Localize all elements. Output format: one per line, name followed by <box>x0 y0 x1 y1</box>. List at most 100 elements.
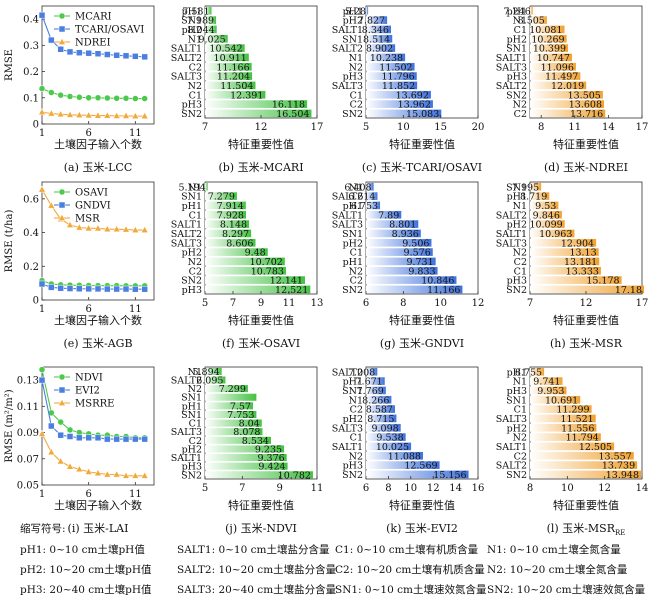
category-label: SN2 <box>181 276 202 287</box>
value-label: 13.181 <box>564 257 597 268</box>
series-line <box>41 433 145 477</box>
abbr-item: SALT2: 10~20 cm土壤盐分含量 <box>177 564 337 576</box>
category-label: SN2 <box>506 470 527 481</box>
data-point <box>38 108 46 116</box>
value-label: 11.299 <box>556 405 589 416</box>
panel-caption: (a) 玉米-LCC <box>64 161 133 174</box>
value-label: 13.505 <box>568 90 601 101</box>
bar <box>366 414 397 423</box>
bar <box>530 461 638 469</box>
legend-label: EVI2 <box>75 386 100 397</box>
bar <box>366 192 378 200</box>
category-label: SALT1 <box>496 442 527 453</box>
bar <box>530 238 597 247</box>
bar <box>366 201 381 210</box>
value-label: 10.911 <box>214 53 247 64</box>
value-label: 17.18 <box>615 285 642 296</box>
category-label: SN2 <box>342 470 363 481</box>
bar <box>530 25 565 34</box>
data-point <box>112 225 121 233</box>
legend-label: MSRRE <box>75 399 114 410</box>
value-label: 8.04 <box>239 419 260 430</box>
bar <box>205 81 256 90</box>
y-tick-label: 0.2 <box>23 67 39 78</box>
data-point <box>84 224 93 232</box>
value-label: 9.098 <box>371 423 398 434</box>
value-label: 10.747 <box>537 53 570 64</box>
bar <box>530 367 545 376</box>
value-label: 11.096 <box>541 62 574 73</box>
bar <box>205 34 228 43</box>
x-tick-label: 1 <box>39 489 45 500</box>
y-tick-label: 0.09 <box>17 428 39 439</box>
bar <box>366 182 374 191</box>
plot-frame <box>529 5 643 119</box>
bar <box>205 257 285 266</box>
value-label: 15.083 <box>406 109 439 120</box>
x-tick-label: 8 <box>538 122 544 133</box>
data-point <box>131 112 140 119</box>
legend-label: GNDVI <box>75 201 111 212</box>
value-label: 7.827 <box>358 16 385 27</box>
data-point <box>58 25 66 33</box>
abbr-item: SN2: 10~20 cm土壤速效氮含量 <box>487 584 646 596</box>
bar <box>205 90 266 99</box>
value-label: 7.008 <box>348 367 375 378</box>
data-point <box>132 53 139 60</box>
value-label: 10.846 <box>421 276 454 287</box>
data-point <box>57 431 64 439</box>
data-point <box>38 85 46 92</box>
bar <box>366 470 469 479</box>
value-label: 10.081 <box>529 25 562 36</box>
category-label: N1 <box>188 367 202 378</box>
bar <box>205 428 263 436</box>
series-line <box>41 280 145 287</box>
value-label: 10.269 <box>531 34 564 45</box>
value-label: 8.715 <box>367 414 394 425</box>
category-label: C1 <box>514 266 527 277</box>
category-label: SALT2 <box>171 53 202 64</box>
value-label: 12.019 <box>551 81 584 92</box>
legend-label: OSAVI <box>75 188 108 199</box>
x-tick-label: 17 <box>636 122 649 133</box>
bar <box>205 220 250 228</box>
data-point <box>66 48 74 56</box>
bar <box>366 266 438 275</box>
category-label: pH1 <box>182 401 202 412</box>
abbr-item: N2: 10~20 cm土壤全氮含量 <box>487 564 628 576</box>
category-label: SN1 <box>181 393 202 404</box>
value-label: 11.204 <box>217 72 250 83</box>
category-label: SALT1 <box>332 442 363 453</box>
abbr-item: C1: 0~10 cm土壤有机质含量 <box>335 544 479 556</box>
category-label: pH3 <box>507 72 527 83</box>
legend-label: NDREI <box>75 38 111 49</box>
category-label: C2 <box>189 436 202 447</box>
category-label: pH3 <box>343 72 363 83</box>
category-label: SN1 <box>181 410 202 421</box>
panel-caption: (c) 玉米-TCARI/OSAVI <box>362 161 482 174</box>
abbr-item: N1: 0~10 cm土壤全氮含量 <box>487 544 621 556</box>
x-tick-label: 14 <box>636 483 649 494</box>
value-label: 6.408 <box>344 182 371 193</box>
data-point <box>47 201 56 209</box>
category-label: SALT3 <box>496 62 527 73</box>
x-tick-label: 5 <box>202 483 208 494</box>
category-label: N2 <box>349 451 363 462</box>
x-axis-label: 特征重要性值 <box>553 313 619 327</box>
data-point <box>38 280 46 288</box>
category-label: SALT1 <box>332 25 363 36</box>
value-label: 9.741 <box>533 377 560 388</box>
value-label: 16.118 <box>272 100 305 111</box>
y-tick-label: 0.4 <box>23 228 39 239</box>
bar <box>530 90 603 99</box>
value-label: 7.914 <box>217 201 244 212</box>
category-label: SALT2 <box>332 192 363 203</box>
category-label: C1 <box>350 433 363 444</box>
bar <box>530 414 596 423</box>
panel-caption: (i) 玉米-LAI <box>68 522 129 535</box>
value-label: 8.534 <box>242 436 269 447</box>
value-label: 13.739 <box>602 461 635 472</box>
x-tick-label: 12 <box>427 483 440 494</box>
bar <box>205 182 208 191</box>
value-label: 9.731 <box>406 257 433 268</box>
